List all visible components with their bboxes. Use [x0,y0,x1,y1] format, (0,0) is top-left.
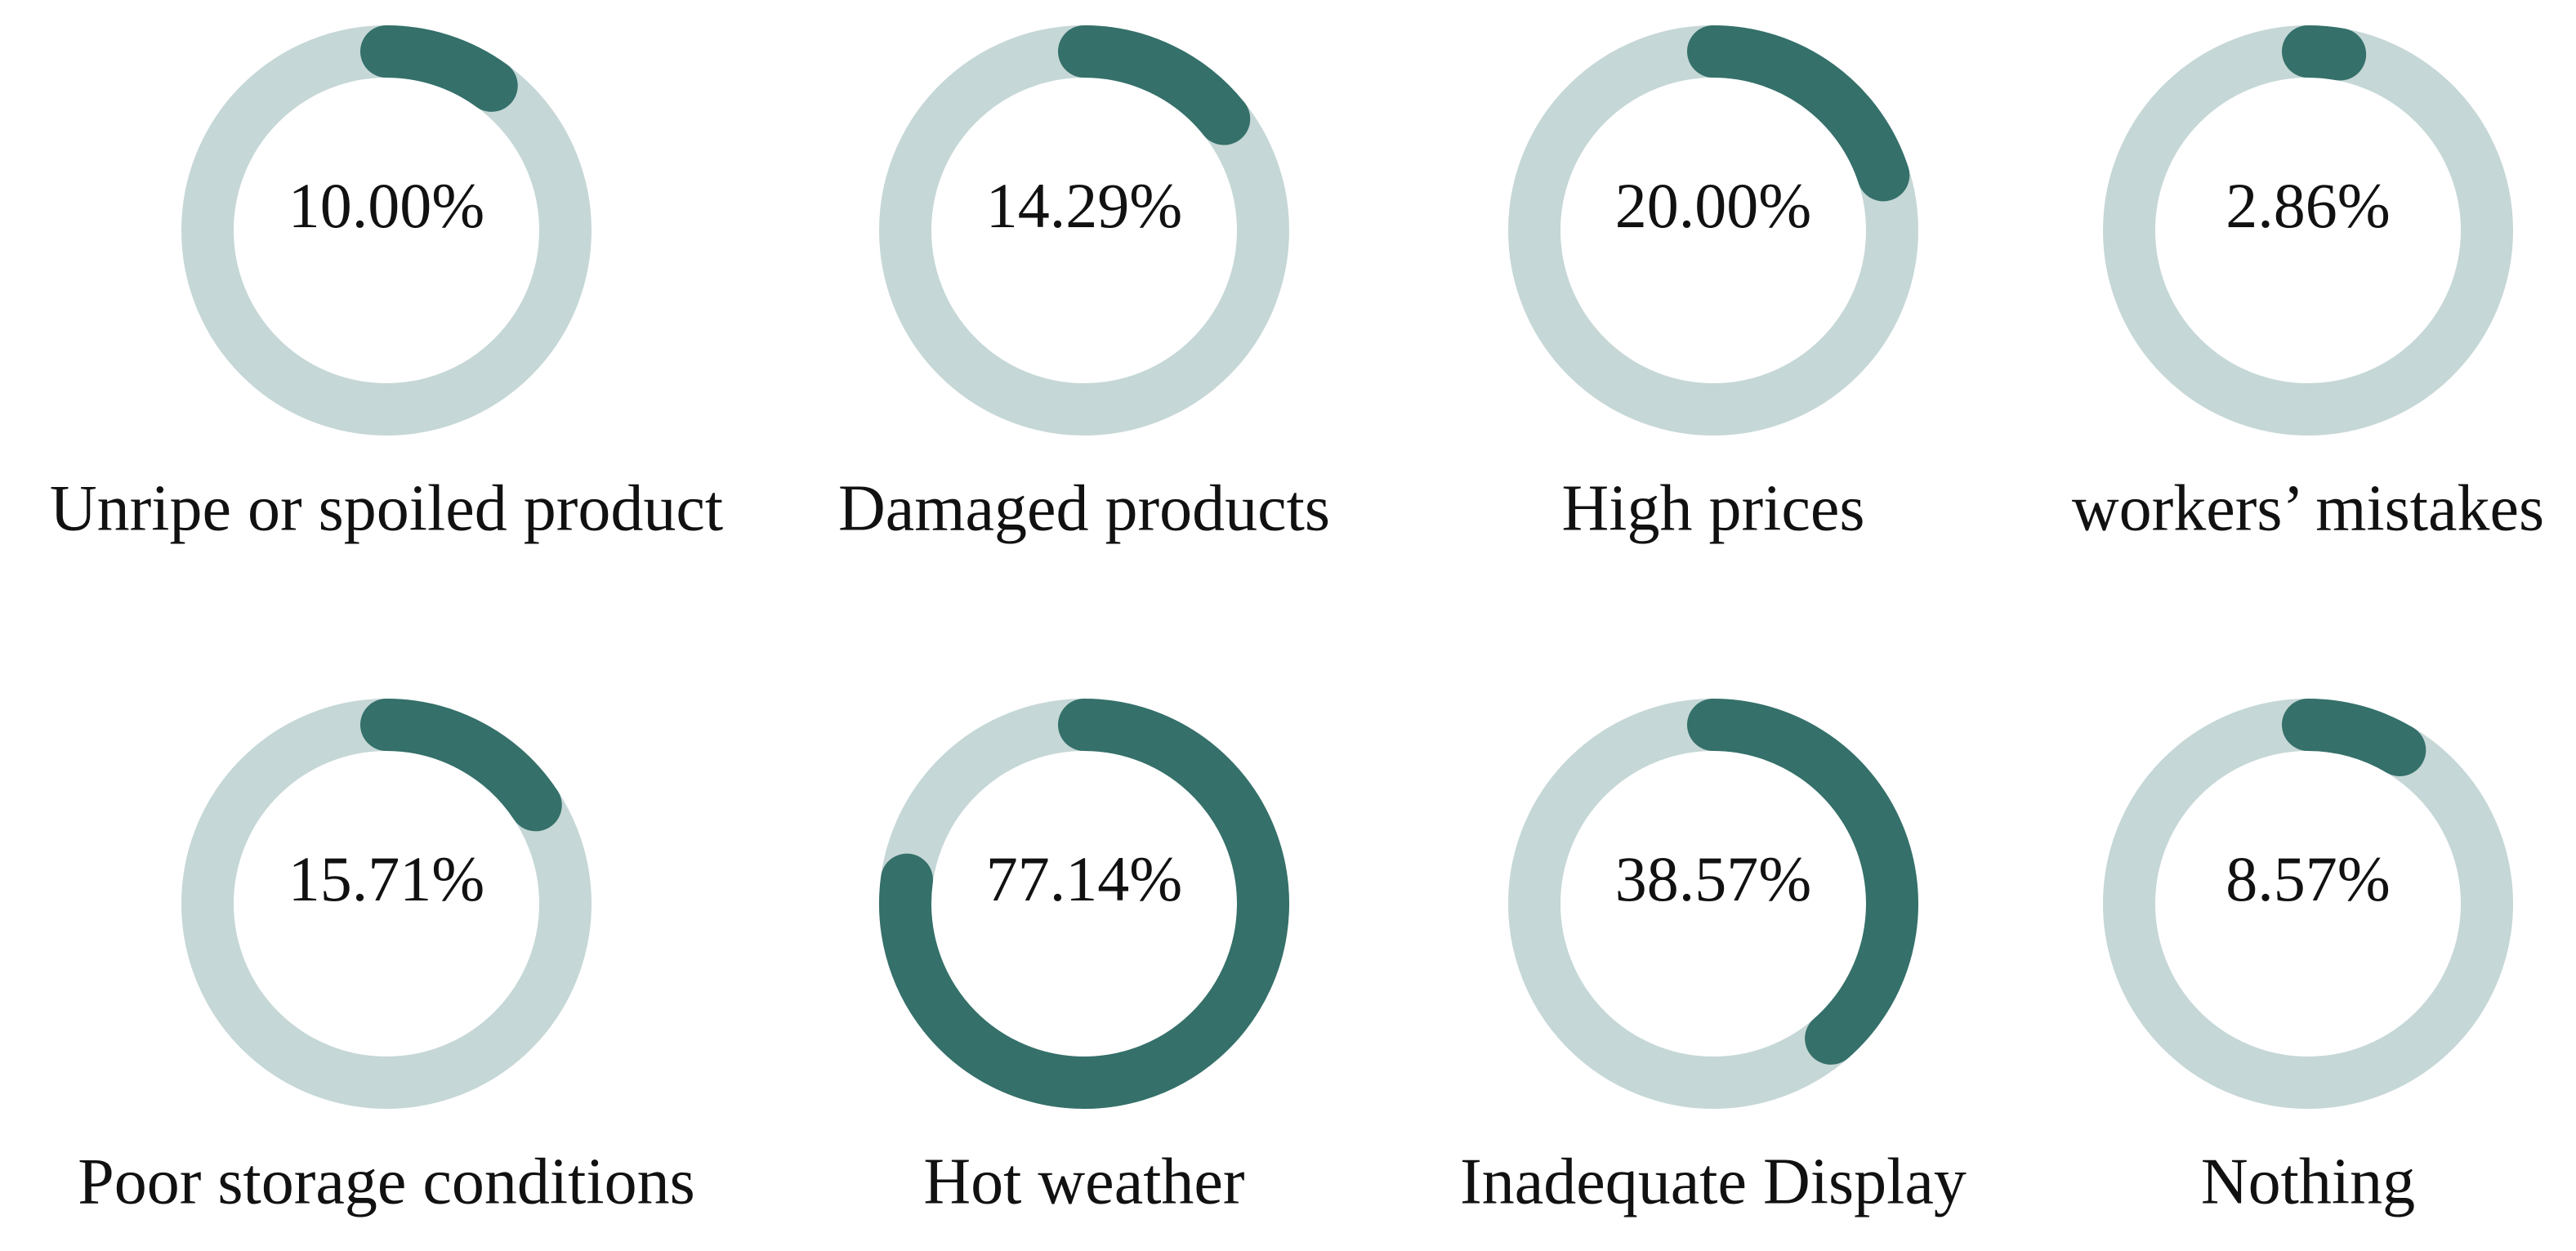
gauge-arc [1687,25,1910,202]
category-label: Damaged products [838,472,1330,544]
gauge-arc [879,699,1289,1109]
category-label: Poor storage conditions [78,1146,694,1217]
gauge-arc [2282,25,2367,81]
value-label: 38.57% [1615,843,1811,914]
category-label: Inadequate Display [1460,1146,1967,1217]
category-label: workers’ mistakes [2072,472,2544,544]
category-label: High prices [1561,472,1864,544]
value-label: 77.14% [986,843,1182,914]
value-label: 20.00% [1615,170,1811,241]
category-label: Unripe or spoiled product [50,472,723,544]
value-label: 15.71% [288,843,484,914]
gauge-arc [1687,699,1918,1065]
value-label: 2.86% [2226,170,2390,241]
value-label: 14.29% [986,170,1182,241]
gauge-arc [360,699,562,832]
gauge-arc [1058,25,1251,145]
category-label: Nothing [2201,1146,2415,1217]
gauge-arc [2282,699,2426,776]
value-label: 10.00% [288,170,484,241]
gauge-arc [360,25,518,112]
category-label: Hot weather [923,1146,1244,1217]
value-label: 8.57% [2226,843,2390,914]
